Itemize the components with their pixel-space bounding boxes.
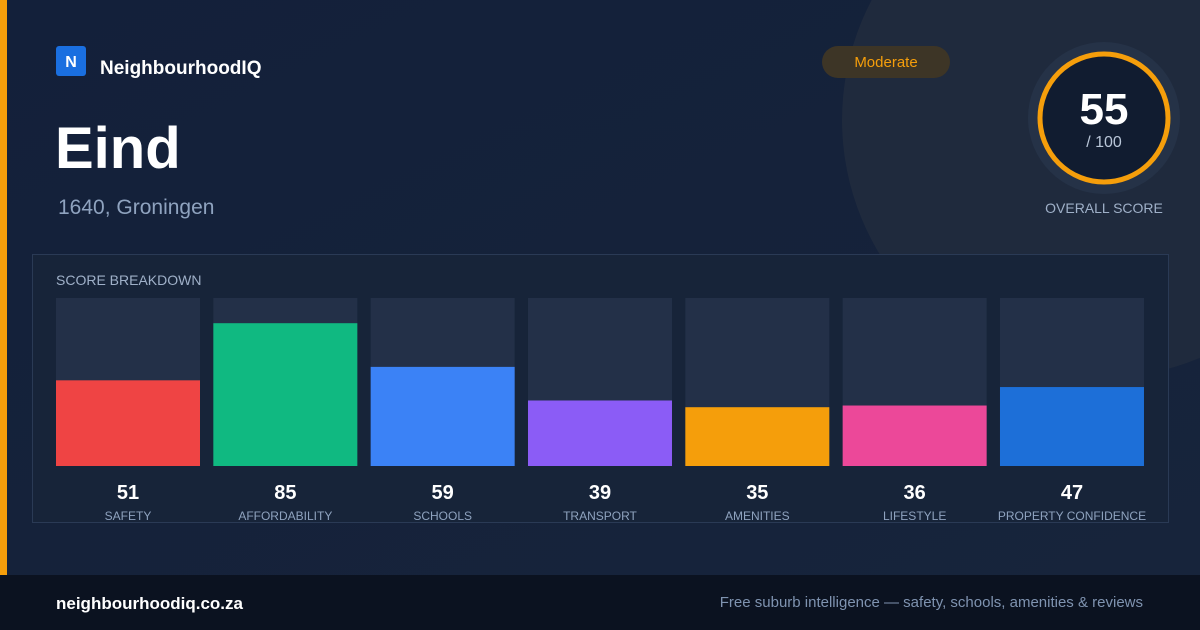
badge-pill (822, 46, 950, 78)
bar (527, 400, 672, 466)
bar-label: TRANSPORT (563, 509, 637, 523)
bar-chart: 51 SAFETY 85 AFFORDABILITY 59 SCHOOLS 39 TRANSP… (56, 298, 1146, 523)
score-max: / 100 (1086, 134, 1122, 151)
bar-value: 85 (274, 482, 296, 504)
logo (56, 46, 86, 76)
bar (213, 323, 358, 466)
breakdown-title: SCORE BREAKDOWN (56, 272, 201, 288)
bar-label: SAFETY (105, 509, 152, 523)
bar-value: 47 (1061, 482, 1083, 504)
bar-value: 36 (904, 482, 926, 504)
footer-bar (0, 575, 1200, 630)
footer-url: neighbourhoodiq.co.za (56, 594, 244, 613)
bar-label: SCHOOLS (413, 509, 472, 523)
score-caption: OVERALL SCORE (1045, 200, 1163, 216)
bar-label: AMENITIES (725, 509, 790, 523)
bar-value: 39 (589, 482, 611, 504)
bar-value: 59 (432, 482, 454, 504)
bar-label: PROPERTY CONFIDENCE (998, 509, 1146, 523)
bar (999, 387, 1144, 466)
bar-label: AFFORDABILITY (238, 509, 332, 523)
suburb-location: 1640, Groningen (58, 196, 214, 219)
score-value: 55 (1080, 85, 1129, 134)
bar (685, 407, 830, 466)
suburb-name: Eind (55, 116, 181, 181)
bar (56, 380, 200, 466)
badge-text: Moderate (854, 54, 917, 71)
accent-strip (0, 0, 7, 575)
bar-label: LIFESTYLE (883, 509, 946, 523)
bar (842, 405, 987, 466)
bar-value: 35 (746, 482, 768, 504)
footer-tagline: Free suburb intelligence — safety, schoo… (720, 594, 1143, 611)
bar (370, 366, 515, 466)
bar-value: 51 (117, 482, 139, 504)
logo-letter: N (65, 54, 77, 71)
brand-name: NeighbourhoodIQ (100, 58, 261, 79)
score-ring (1037, 51, 1171, 185)
